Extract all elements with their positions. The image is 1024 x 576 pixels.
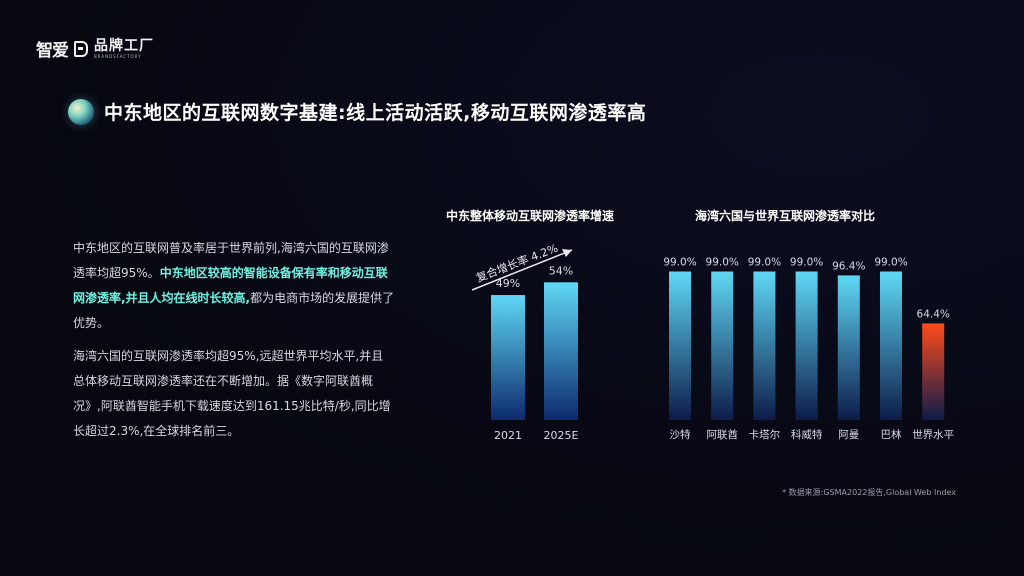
title-row: 中东地区的互联网数字基建:线上活动活跃,移动互联网渗透率高: [68, 98, 646, 125]
chart2-bar-阿曼: [837, 275, 860, 420]
page-title: 中东地区的互联网数字基建:线上活动活跃,移动互联网渗透率高: [104, 102, 647, 124]
logo-brand-en: BRANDSFACTORY: [94, 53, 142, 59]
chart1-growth-arrow-line: [471, 249, 573, 291]
chart1-tick-label: 2021: [494, 429, 522, 442]
chart2-tick-label: 巴林: [881, 428, 902, 441]
p1-text-b: 都为电商市场的发展提供了优势。: [73, 291, 395, 330]
chart2-tick-label: 阿曼: [838, 429, 859, 441]
logo-text: 品牌工厂 BRANDSFACTORY: [94, 39, 154, 59]
chart2-tick-label: 科威特: [791, 428, 823, 441]
chart1-value-label: 49%: [496, 277, 520, 290]
chart1-title: 中东整体移动互联网渗透率增速: [445, 209, 614, 223]
chart2-tick-label: 卡塔尔: [749, 428, 781, 441]
chart2-tick-label: 阿联酋: [706, 428, 738, 441]
orb-icon: [68, 98, 94, 125]
chart2-title: 海湾六国与世界互联网渗透率对比: [694, 209, 875, 223]
p1-text-a: 中东地区的互联网普及率居于世界前列,海湾六国的互联网渗透率均超95%。: [73, 241, 389, 280]
chart1-bar-2025E: [544, 282, 578, 420]
chart2-tick-label: 世界水平: [912, 429, 954, 441]
logo-b-icon: [74, 40, 88, 57]
chart2-bar-巴林: [880, 271, 902, 420]
chart1-tick-label: 2025E: [544, 429, 579, 442]
source-note: * 数据来源:GSMA2022报告,Global Web Index: [782, 488, 956, 497]
chart2-bar-世界水平: [922, 323, 945, 420]
chart2-value-label: 99.0%: [663, 257, 696, 269]
chart2-value-label: 99.0%: [748, 257, 781, 269]
brand-logo: 智爱 品牌工厂 BRANDSFACTORY: [36, 36, 154, 62]
chart2-value-label: 99.0%: [874, 257, 907, 269]
chart2-value-label: 99.0%: [790, 257, 823, 269]
body-text: 中东地区的互联网普及率居于世界前列,海湾六国的互联网渗透率均超95%。中东地区较…: [73, 236, 395, 452]
logo-brand-cn: 品牌工厂: [94, 37, 154, 54]
chart2-bar-沙特: [669, 271, 691, 420]
chart2-value-label: 96.4%: [832, 260, 865, 272]
paragraph-1: 中东地区的互联网普及率居于世界前列,海湾六国的互联网渗透率均超95%。中东地区较…: [73, 236, 395, 336]
chart1-growth-arrow-head: [562, 249, 572, 257]
chart2-bar-卡塔尔: [753, 271, 776, 420]
chart1-bar-2021: [491, 295, 525, 420]
chart2-tick-label: 沙特: [670, 429, 691, 441]
chart2-value-label: 99.0%: [706, 257, 739, 269]
chart2-bar-阿联酋: [711, 271, 734, 420]
p1-highlight: 中东地区较高的智能设备保有率和移动互联网渗透率,并且人均在线时长较高,: [73, 266, 388, 305]
chart2-value-label: 64.4%: [917, 308, 950, 320]
logo-zhi-text: 智爱: [36, 41, 69, 61]
paragraph-2: 海湾六国的互联网渗透率均超95%,远超世界平均水平,并且总体移动互联网渗透率还在…: [73, 349, 391, 438]
chart1-value-label: 54%: [549, 264, 573, 277]
chart2-bar-科威特: [795, 271, 818, 420]
